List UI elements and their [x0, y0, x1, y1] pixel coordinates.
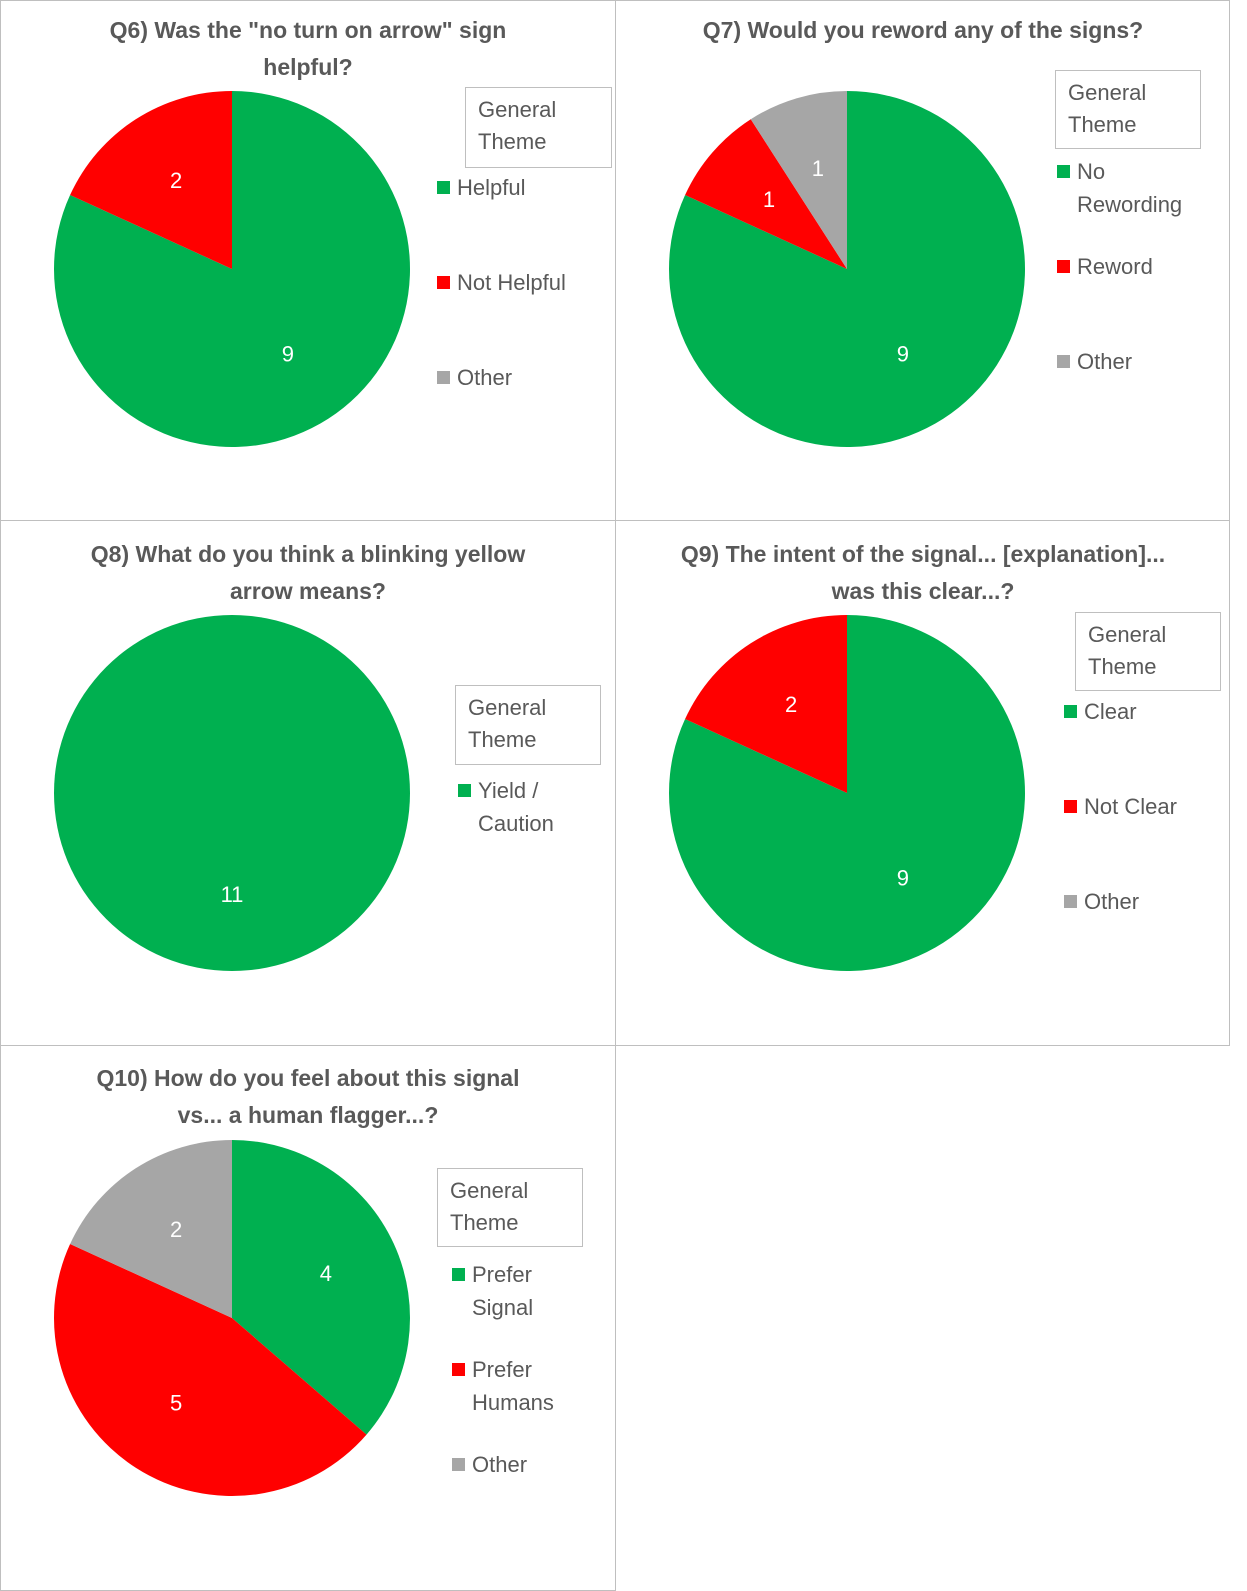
pie-slice — [70, 1140, 232, 1318]
legend-item: No Rewording — [1057, 155, 1202, 221]
legend-swatch — [1064, 800, 1077, 813]
legend-swatch — [452, 1268, 465, 1281]
legend-swatch — [1064, 705, 1077, 718]
legend-item: Prefer Signal — [452, 1258, 572, 1324]
legend-label: Yield / Caution — [478, 778, 554, 836]
legend-label: Reword — [1077, 254, 1153, 279]
legend-item: Reword — [1057, 250, 1202, 283]
legend-label: Not Helpful — [457, 270, 566, 295]
legend-item: Not Clear — [1064, 790, 1234, 823]
legend-label: Not Clear — [1084, 794, 1177, 819]
chart-title: Q7) Would you reword any of the signs? — [702, 17, 1144, 43]
legend-title: General Theme — [455, 685, 601, 765]
legend-swatch — [452, 1458, 465, 1471]
data-label: 2 — [785, 692, 797, 717]
legend-label: Other — [1084, 889, 1140, 914]
pie-slice — [70, 91, 232, 269]
data-label: 1 — [812, 156, 824, 181]
legend-item: Other — [1064, 885, 1234, 918]
data-label: 2 — [170, 1217, 182, 1242]
legend-title: General Theme — [1055, 70, 1201, 149]
data-label: 4 — [320, 1261, 332, 1286]
pie-slice — [685, 615, 847, 793]
pie-slice — [685, 119, 847, 270]
legend-label: No Rewording — [1077, 159, 1183, 217]
legend-swatch — [1057, 260, 1070, 273]
legend-swatch — [437, 371, 450, 384]
legend-item: Yield / Caution — [458, 774, 578, 840]
data-label: 1 — [763, 187, 775, 212]
legend-label: Other — [472, 1452, 528, 1477]
legend-label: Other — [1077, 349, 1133, 374]
pie-slice — [54, 1244, 367, 1496]
legend-swatch — [1057, 355, 1070, 368]
legend-item: Prefer Humans — [452, 1353, 572, 1419]
data-label: 9 — [282, 342, 294, 367]
legend-title: General Theme — [437, 1168, 583, 1247]
legend-item: Clear — [1064, 695, 1234, 728]
legend-label: Prefer Signal — [472, 1262, 534, 1320]
legend-swatch — [437, 276, 450, 289]
legend-title: General Theme — [465, 87, 612, 168]
pie-slice — [750, 91, 847, 269]
legend-swatch — [1057, 165, 1070, 178]
legend-label: Clear — [1084, 699, 1137, 724]
legend-item: Helpful — [437, 171, 607, 204]
pie-slice — [54, 615, 410, 971]
data-label: 9 — [897, 342, 909, 367]
legend-item: Other — [437, 361, 607, 394]
chart-title: Q10) How do you feel about this signal v… — [96, 1065, 520, 1128]
legend-swatch — [1064, 895, 1077, 908]
legend-label: Other — [457, 365, 513, 390]
chart-title: Q9) The intent of the signal... [explana… — [680, 541, 1166, 604]
data-label: 9 — [897, 866, 909, 891]
pie-slice — [232, 1140, 410, 1435]
legend-swatch — [452, 1363, 465, 1376]
legend-swatch — [458, 784, 471, 797]
data-label: 2 — [170, 168, 182, 193]
legend-label: Helpful — [457, 175, 526, 200]
legend-label: Prefer Humans — [472, 1357, 554, 1415]
legend-item: Not Helpful — [437, 266, 607, 299]
legend-item: Other — [452, 1448, 572, 1481]
chart-title: Q8) What do you think a blinking yellow … — [90, 541, 526, 604]
data-label: 11 — [221, 882, 244, 907]
data-label: 5 — [170, 1391, 182, 1416]
chart-title: Q6) Was the "no turn on arrow" sign help… — [109, 17, 507, 80]
legend-item: Other — [1057, 345, 1202, 378]
legend-swatch — [437, 181, 450, 194]
legend-title: General Theme — [1075, 612, 1221, 691]
